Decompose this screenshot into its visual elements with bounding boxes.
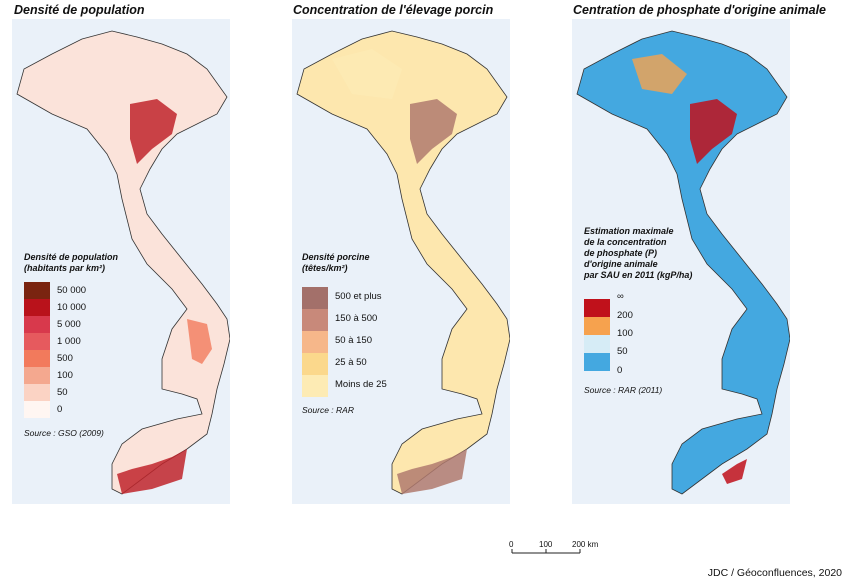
legend-swatch [24,401,50,418]
legend-label: 50 [57,387,68,398]
scale-bar-graphic [511,549,581,554]
legend-swatch [24,367,50,384]
legend-label: 500 [57,353,73,364]
legend-label: 500 et plus [335,291,382,302]
legend-label: Moins de 25 [335,379,387,390]
source-note: Source : GSO (2009) [24,428,104,438]
legend-title-line: de la concentration [584,237,667,247]
red-river-delta-area [410,99,457,164]
legend-swatch [302,375,328,397]
vietnam-map-phosphate [576,30,790,495]
legend-label: ∞ [617,291,624,302]
legend-swatch [302,353,328,375]
red-river-delta-area [690,99,737,164]
mekong-delta-area [722,459,747,484]
credit-line: JDC / Géoconfluences, 2020 [707,567,842,579]
legend-title-line: (habitants par km²) [24,263,106,273]
legend-swatch [24,299,50,316]
legend-title-line: Estimation maximale [584,226,674,236]
legend-swatch [24,333,50,350]
legend-title-line: d'origine animale [584,259,658,269]
northern-upland-area [332,49,402,99]
panel-title-population: Densité de population [14,3,145,17]
legend-label: 0 [57,404,63,415]
legend-title-line: de phosphate (P) [584,248,658,258]
legend-label: 150 à 500 [335,313,378,324]
vietnam-map-population [16,30,230,495]
scale-tick-label: 200 km [572,540,599,549]
mekong-delta-area [397,449,467,494]
legend-title-line: Densité porcine [302,252,370,262]
legend-label: 100 [617,328,633,339]
panel-title-pig-farming: Concentration de l'élevage porcin [293,3,494,17]
legend-label: 200 [617,310,633,321]
source-note: Source : RAR (2011) [584,385,663,395]
legend-swatch [584,353,610,371]
central-coast-area [187,319,212,364]
scale-tick-label: 0 [509,540,514,549]
northern-upland-area [632,54,687,94]
legend-swatch [302,287,328,309]
legend-label: 50 [617,346,628,357]
legend-label: 0 [617,365,623,376]
legend-label: 50 000 [57,285,87,296]
mekong-delta-area [117,449,187,494]
vietnam-map-pig-farming [296,30,510,495]
legend-title-line: par SAU en 2011 (kgP/ha) [584,270,693,280]
legend-swatch [24,316,50,333]
legend-swatch [584,335,610,353]
legend-label: 5 000 [57,319,81,330]
legend-swatch [24,384,50,401]
legend-title-line: Densité de population [24,252,119,262]
red-river-delta-area [130,99,177,164]
scale-tick-label: 100 [539,540,553,549]
legend-population: Densité de population (habitants par km²… [24,252,118,438]
country-outline [576,30,790,495]
source-note: Source : RAR [302,405,354,415]
legend-swatch [302,309,328,331]
legend-label: 100 [57,370,73,381]
legend-title-line: (têtes/km²) [302,263,348,273]
legend-swatch [24,282,50,299]
legend-label: 10 000 [57,302,87,313]
legend-label: 50 à 150 [335,335,372,346]
legend-swatch [302,331,328,353]
panel-title-phosphate: Centration de phosphate d'origine animal… [573,3,827,17]
legend-label: 1 000 [57,336,81,347]
legend-swatch [584,317,610,335]
legend-swatch [584,299,610,317]
phosphate-class-scale: ∞ 200 100 50 0 [584,291,692,381]
legend-swatch [24,350,50,367]
legend-pig-farming: Densité porcine (têtes/km²) 500 et plus … [302,252,387,415]
legend-phosphate: Estimation maximale de la concentration … [584,226,692,395]
legend-label: 25 à 50 [335,357,367,368]
